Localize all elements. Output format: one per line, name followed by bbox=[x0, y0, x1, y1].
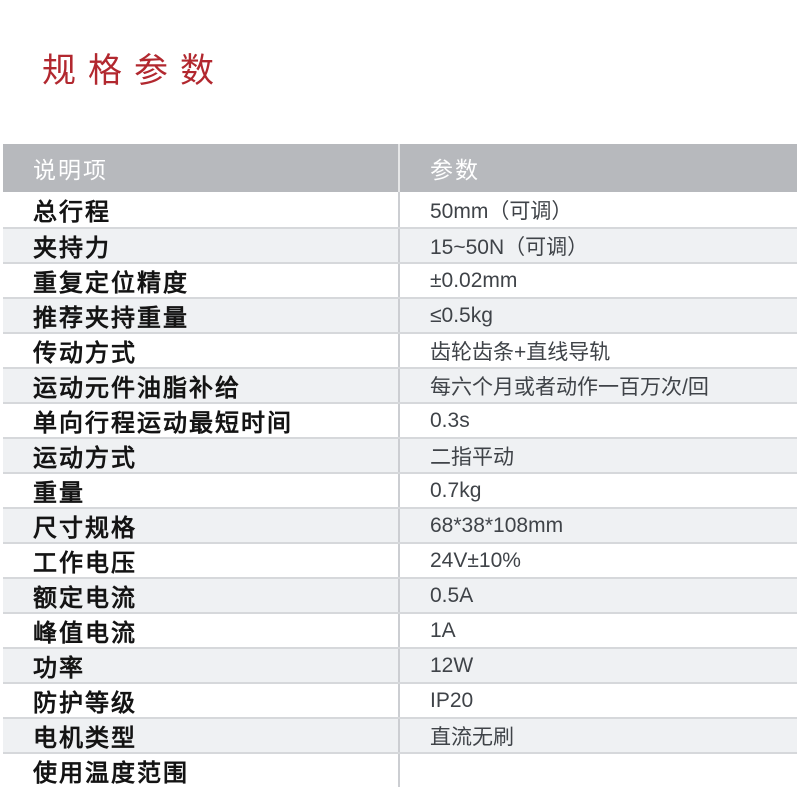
spec-label-cell: 推荐夹持重量 bbox=[3, 299, 400, 332]
table-row: 总行程 50mm（可调） bbox=[3, 192, 797, 227]
spec-value-cell: 0.3s bbox=[430, 408, 470, 432]
spec-value-cell: ±0.02mm bbox=[430, 268, 518, 292]
spec-label-cell: 尺寸规格 bbox=[3, 509, 400, 542]
spec-label-cell: 峰值电流 bbox=[3, 614, 400, 647]
table-row: 运动元件油脂补给 每六个月或者动作一百万次/回 bbox=[3, 367, 797, 402]
table-body: 总行程 50mm（可调） 夹持力 15~50N（可调） 重复定位精度 ±0.02… bbox=[3, 192, 797, 787]
table-header-row: 说明项 参数 bbox=[3, 144, 797, 192]
table-row: 使用温度范围 bbox=[3, 752, 797, 787]
table-row: 单向行程运动最短时间 0.3s bbox=[3, 402, 797, 437]
table-row: 重复定位精度 ±0.02mm bbox=[3, 262, 797, 297]
table-row: 夹持力 15~50N（可调） bbox=[3, 227, 797, 262]
table-row: 推荐夹持重量 ≤0.5kg bbox=[3, 297, 797, 332]
table-row: 尺寸规格 68*38*108mm bbox=[3, 507, 797, 542]
table-row: 重量 0.7kg bbox=[3, 472, 797, 507]
spec-value-cell: 0.7kg bbox=[430, 478, 482, 502]
spec-value-cell: ≤0.5kg bbox=[430, 303, 493, 327]
spec-label-cell: 使用温度范围 bbox=[3, 754, 400, 787]
spec-label-cell: 额定电流 bbox=[3, 579, 400, 612]
spec-value-cell: 二指平动 bbox=[430, 445, 514, 469]
table-row: 工作电压 24V±10% bbox=[3, 542, 797, 577]
spec-value-cell: 直流无刷 bbox=[430, 725, 514, 749]
spec-value-cell: 15~50N（可调） bbox=[430, 235, 589, 259]
spec-value-cell bbox=[400, 754, 797, 787]
spec-value-cell: 50mm（可调） bbox=[430, 199, 573, 223]
spec-value-cell: 每六个月或者动作一百万次/回 bbox=[430, 375, 709, 399]
header-cell-param: 参数 bbox=[430, 157, 480, 183]
spec-label-cell: 重复定位精度 bbox=[3, 264, 400, 297]
table-row: 运动方式 二指平动 bbox=[3, 437, 797, 472]
spec-label-cell: 工作电压 bbox=[3, 544, 400, 577]
spec-label-cell: 单向行程运动最短时间 bbox=[3, 404, 400, 437]
table-row: 传动方式 齿轮齿条+直线导轨 bbox=[3, 332, 797, 367]
spec-value-cell: 68*38*108mm bbox=[430, 513, 564, 537]
table-row: 电机类型 直流无刷 bbox=[3, 717, 797, 752]
table-row: 功率 12W bbox=[3, 647, 797, 682]
spec-table: 说明项 参数 总行程 50mm（可调） 夹持力 15~50N（可调） 重复定位精… bbox=[3, 144, 797, 787]
spec-label-cell: 电机类型 bbox=[3, 719, 400, 752]
table-row: 额定电流 0.5A bbox=[3, 577, 797, 612]
page-title: 规格参数 bbox=[42, 52, 226, 90]
spec-value-cell: 12W bbox=[430, 653, 474, 677]
spec-label-cell: 运动方式 bbox=[3, 439, 400, 472]
spec-value-cell: 0.5A bbox=[430, 583, 474, 607]
spec-value-cell: IP20 bbox=[430, 688, 474, 712]
spec-label-cell: 运动元件油脂补给 bbox=[3, 369, 400, 402]
spec-label-cell: 夹持力 bbox=[3, 229, 400, 262]
spec-value-cell: 24V±10% bbox=[430, 548, 521, 572]
table-row: 峰值电流 1A bbox=[3, 612, 797, 647]
spec-label-cell: 功率 bbox=[3, 649, 400, 682]
spec-label-cell: 防护等级 bbox=[3, 684, 400, 717]
spec-label-cell: 传动方式 bbox=[3, 334, 400, 367]
header-cell-item: 说明项 bbox=[3, 144, 400, 192]
spec-value-cell: 1A bbox=[430, 618, 456, 642]
spec-label-cell: 重量 bbox=[3, 474, 400, 507]
table-row: 防护等级 IP20 bbox=[3, 682, 797, 717]
spec-value-cell: 齿轮齿条+直线导轨 bbox=[430, 340, 611, 364]
spec-label-cell: 总行程 bbox=[3, 192, 400, 227]
